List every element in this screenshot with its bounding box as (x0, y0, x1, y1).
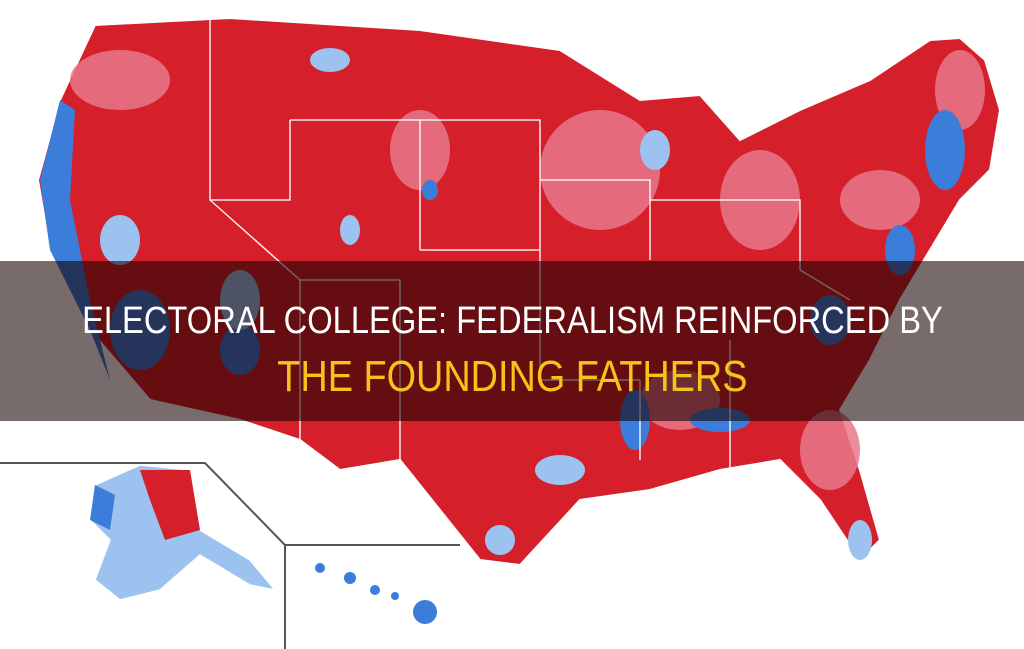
title-line-1: ELECTORAL COLLEGE: FEDERALISM REINFORCED… (81, 300, 943, 342)
alaska (89, 464, 277, 601)
inset-borders (0, 462, 460, 649)
hawaii (315, 563, 437, 624)
title-line-2: THE FOUNDING FATHERS (276, 352, 748, 401)
title-overlay-band (0, 261, 1024, 421)
